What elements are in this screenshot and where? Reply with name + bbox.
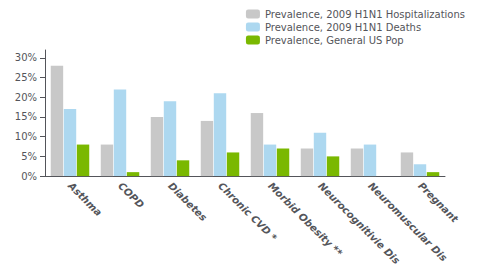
svg-text:15%: 15% bbox=[15, 111, 37, 122]
svg-text:Asthma: Asthma bbox=[65, 179, 104, 218]
svg-text:Neuromuscular Dis: Neuromuscular Dis bbox=[366, 180, 450, 264]
svg-text:5%: 5% bbox=[21, 151, 37, 162]
svg-text:10%: 10% bbox=[15, 131, 37, 142]
svg-text:COPD: COPD bbox=[116, 180, 146, 210]
svg-text:0%: 0% bbox=[21, 171, 37, 182]
svg-text:Prevalence, 2009 H1N1 Hospital: Prevalence, 2009 H1N1 Hospitalizations bbox=[265, 9, 465, 20]
svg-text:Morbid Obesity **: Morbid Obesity ** bbox=[266, 180, 345, 259]
svg-text:30%: 30% bbox=[15, 52, 37, 63]
svg-text:Diabetes: Diabetes bbox=[166, 180, 209, 223]
svg-text:Chronic CVD *: Chronic CVD * bbox=[216, 180, 280, 244]
svg-text:Prevalence, General US Pop: Prevalence, General US Pop bbox=[265, 35, 404, 46]
svg-text:20%: 20% bbox=[15, 92, 37, 103]
svg-text:Prevalence, 2009 H1N1 Deaths: Prevalence, 2009 H1N1 Deaths bbox=[265, 22, 421, 33]
svg-text:Pregnant: Pregnant bbox=[416, 180, 461, 225]
svg-text:25%: 25% bbox=[15, 72, 37, 83]
svg-text:Neurocognitivie Dis: Neurocognitivie Dis bbox=[316, 180, 402, 266]
